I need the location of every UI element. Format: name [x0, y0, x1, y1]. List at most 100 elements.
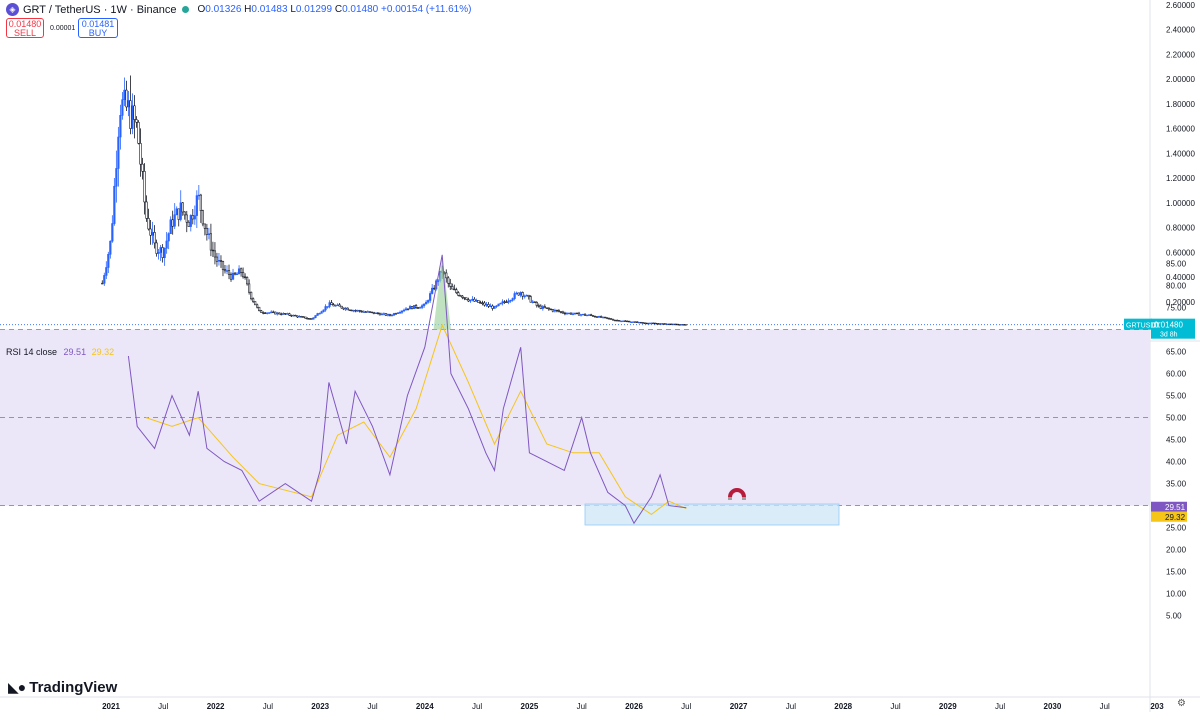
candle: [209, 223, 213, 257]
rsi-tick-label: 15.00: [1166, 568, 1187, 577]
candle: [455, 287, 458, 295]
time-tick-label: Jul: [786, 702, 796, 711]
price-tick-label: 1.00000: [1166, 199, 1195, 208]
candle-series: [101, 75, 687, 326]
price-tick-label: 2.40000: [1166, 26, 1195, 35]
rsi-tag-box: [1151, 501, 1187, 512]
price-tag-symbol-text: GRTUSDT: [1126, 323, 1160, 330]
buy-button[interactable]: 0.01481 BUY: [78, 18, 118, 38]
candle: [258, 306, 261, 312]
sell-label: SELL: [13, 28, 37, 38]
gear-icon[interactable]: ⚙: [1177, 698, 1186, 709]
candle: [616, 319, 619, 322]
candle: [421, 303, 424, 310]
candle: [547, 307, 550, 311]
candle: [340, 305, 343, 309]
candle: [581, 313, 585, 316]
candle: [517, 292, 520, 296]
candle: [606, 317, 609, 320]
candle: [380, 312, 383, 316]
candle: [451, 283, 454, 290]
time-tick-label: Jul: [158, 702, 168, 711]
candle: [626, 320, 629, 323]
rsi-legend[interactable]: RSI 14 close 29.51 29.32: [6, 347, 114, 357]
time-tick-label: Jul: [995, 702, 1005, 711]
rsi-tick-label: 45.00: [1166, 436, 1187, 445]
candle: [272, 310, 275, 314]
tradingview-logo[interactable]: ◣● TradingView: [8, 679, 117, 696]
candle: [414, 304, 418, 309]
rsi-tick-label: 5.00: [1166, 612, 1182, 621]
candle: [670, 323, 673, 326]
time-tick-label: Jul: [1100, 702, 1110, 711]
candle: [433, 285, 436, 291]
candle: [282, 312, 285, 315]
candle: [171, 210, 174, 235]
rsi-ma-tag-value: 29.32: [1165, 513, 1186, 522]
price-tag-countdown: 3d 8h: [1160, 332, 1178, 339]
candle: [276, 311, 279, 316]
candle: [684, 324, 687, 326]
candle: [596, 316, 599, 318]
candle: [227, 264, 231, 280]
candle: [137, 120, 140, 145]
candle: [147, 208, 150, 231]
price-tick-label: 1.80000: [1166, 100, 1195, 109]
candle: [374, 312, 377, 314]
candle: [332, 303, 335, 307]
candle: [469, 299, 472, 303]
rsi-tick-label: 85.00: [1166, 260, 1187, 269]
candle: [296, 315, 299, 319]
candle: [109, 240, 112, 259]
candle: [632, 321, 635, 323]
candle: [423, 303, 426, 308]
candle: [254, 301, 257, 306]
time-tick-label: 2029: [939, 702, 957, 711]
candle: [141, 157, 144, 180]
candle: [191, 209, 194, 225]
candle: [330, 300, 333, 305]
candle: [264, 312, 267, 314]
candle: [565, 312, 569, 315]
candle: [201, 209, 204, 227]
candle: [179, 190, 182, 222]
candle: [664, 323, 667, 325]
candle: [392, 312, 396, 317]
candle: [310, 318, 313, 320]
candle: [656, 323, 659, 325]
candle: [229, 272, 233, 282]
time-tick-label: 2022: [207, 702, 225, 711]
candle: [358, 309, 361, 313]
candle: [543, 304, 546, 309]
candle: [326, 306, 329, 309]
candle: [537, 303, 540, 308]
symbol-title[interactable]: GRT / TetherUS · 1W · Binance: [23, 3, 177, 16]
price-tick-label: 0.60000: [1166, 248, 1195, 257]
time-tick-label: 2026: [625, 702, 643, 711]
time-tick-label: Jul: [263, 702, 273, 711]
sell-button[interactable]: 0.01480 SELL: [6, 18, 44, 38]
candle: [260, 309, 263, 313]
rsi-tag-value: 29.51: [1165, 503, 1186, 512]
candle: [288, 312, 291, 316]
candle: [199, 193, 202, 223]
candle: [318, 312, 321, 315]
candle: [638, 321, 641, 324]
candle: [262, 311, 265, 315]
candle: [594, 315, 597, 318]
candle: [591, 315, 595, 317]
candle: [555, 309, 558, 313]
candle: [672, 323, 675, 326]
candle: [153, 225, 156, 249]
candle: [292, 314, 295, 317]
candle: [316, 312, 319, 316]
candle: [648, 322, 651, 325]
price-tick-label: 0.40000: [1166, 273, 1195, 282]
candle: [463, 297, 466, 301]
candle: [650, 322, 653, 325]
candle: [103, 272, 106, 286]
rsi-tick-label: 40.00: [1166, 458, 1187, 467]
candle: [312, 317, 315, 320]
candle: [348, 309, 351, 311]
